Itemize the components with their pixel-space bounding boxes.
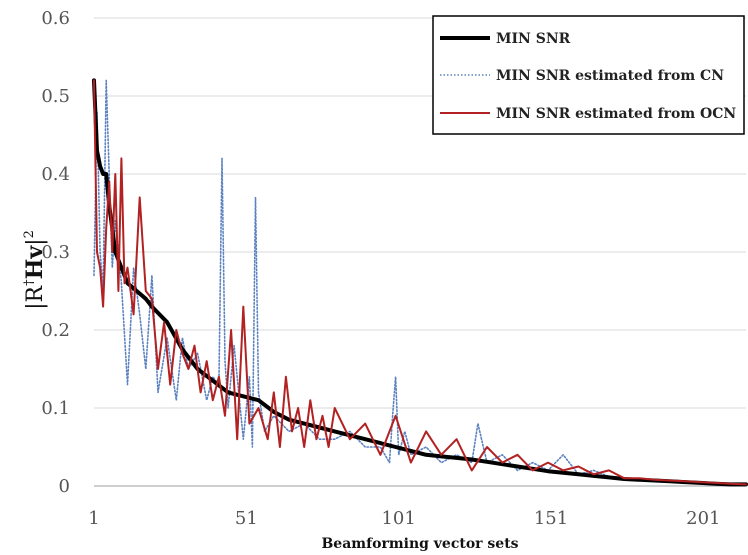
svg-text:|R†Hv|2: |R†Hv|2 — [22, 230, 48, 310]
y-axis-label-main: |R — [23, 284, 48, 309]
legend-label-min-snr: MIN SNR — [496, 31, 571, 47]
series-lines — [92, 78, 748, 487]
x-tick-label: 101 — [381, 508, 415, 529]
gridlines — [94, 17, 746, 409]
y-axis-label-sup2: 2 — [22, 230, 37, 238]
y-tick-label: 0.2 — [41, 320, 70, 341]
x-tick-label: 201 — [686, 508, 720, 529]
y-tick-label: 0.6 — [41, 8, 70, 29]
series-line-ocn — [93, 79, 747, 486]
y-axis-label: |R†Hv|2 — [22, 230, 48, 310]
x-tick-label: 151 — [534, 508, 568, 529]
x-tick-label: 1 — [88, 508, 99, 529]
legend-label-ocn: MIN SNR estimated from OCN — [496, 106, 736, 122]
y-axis-label-tail: | — [23, 238, 48, 245]
y-axis-label-dagger: † — [22, 279, 37, 286]
tick-labels: 00.10.20.30.40.50.61 51 101 151 201 — [41, 8, 720, 529]
legend-label-cn: MIN SNR estimated from CN — [496, 68, 724, 84]
x-axis-label: Beamforming vector sets — [321, 536, 518, 552]
series-line-cn — [93, 79, 747, 486]
y-tick-label: 0.3 — [41, 242, 70, 263]
legend-box — [432, 15, 745, 135]
legend: MIN SNR MIN SNR estimated from CN MIN SN… — [432, 15, 745, 135]
series-line-min-snr — [92, 78, 748, 487]
y-tick-label: 0 — [59, 476, 70, 497]
y-tick-label: 0.1 — [41, 398, 70, 419]
y-tick-label: 0.4 — [41, 164, 70, 185]
y-axis-label-hv: Hv — [22, 245, 48, 280]
y-tick-label: 0.5 — [41, 86, 70, 107]
x-tick-label: 51 — [235, 508, 258, 529]
